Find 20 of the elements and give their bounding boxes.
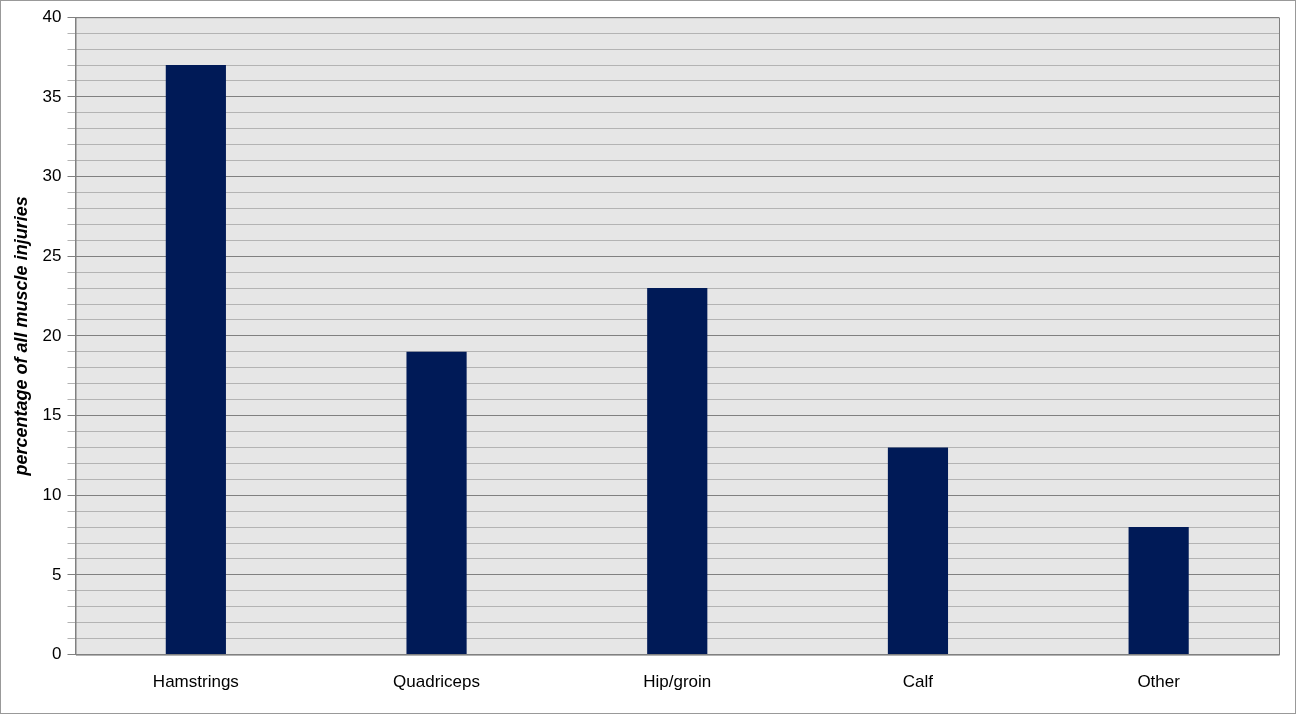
x-tick-label: Other xyxy=(1137,672,1181,692)
y-axis-title: percentage of all muscle injuries xyxy=(10,196,31,477)
y-tick-label: 0 xyxy=(52,644,62,664)
y-tick-label: 35 xyxy=(42,86,62,106)
bar xyxy=(165,65,226,655)
bar xyxy=(1128,527,1189,655)
y-tick-label: 40 xyxy=(42,6,62,26)
y-tick-label: 10 xyxy=(42,484,62,504)
x-tick-label: Quadriceps xyxy=(393,672,481,692)
y-tick-label: 30 xyxy=(42,166,62,186)
y-tick-label: 20 xyxy=(42,325,62,345)
y-tick-label: 15 xyxy=(42,405,62,425)
x-tick-label: Hip/groin xyxy=(643,672,712,692)
y-tick-label: 5 xyxy=(52,564,62,584)
bar xyxy=(887,447,949,655)
bar xyxy=(647,288,708,655)
x-tick-label: Calf xyxy=(902,672,934,692)
bar xyxy=(406,351,467,655)
y-tick-label: 25 xyxy=(42,245,62,265)
x-tick-label: Hamstrings xyxy=(152,672,239,692)
